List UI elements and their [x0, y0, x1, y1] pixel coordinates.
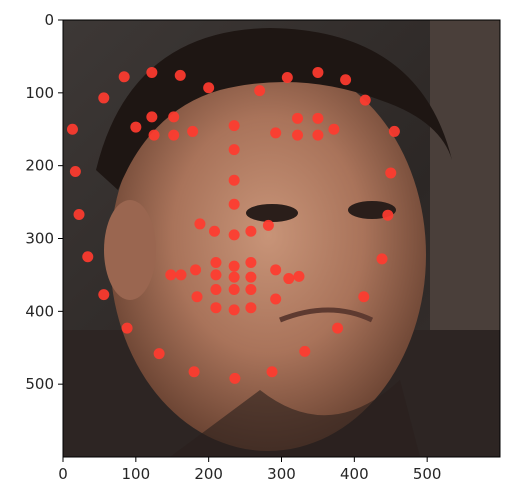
face-photo [63, 20, 500, 457]
scatter-point [190, 264, 202, 276]
scatter-point [69, 165, 81, 177]
x-tick-label: 100 [122, 465, 151, 483]
scatter-point [153, 348, 165, 360]
scatter-point [292, 112, 304, 124]
y-tick-label: 0 [44, 11, 54, 29]
scatter-point [228, 198, 240, 210]
scatter-point [245, 271, 257, 283]
scatter-point [168, 111, 180, 123]
scatter-point [245, 302, 257, 314]
scatter-point [270, 293, 282, 305]
scatter-point [191, 291, 203, 303]
scatter-point [382, 209, 394, 221]
scatter-point [228, 271, 240, 283]
scatter-point [66, 123, 78, 135]
x-tick-label: 200 [194, 465, 223, 483]
scatter-point [73, 208, 85, 220]
scatter-point [146, 66, 158, 78]
scatter-point [293, 270, 305, 282]
scatter-point [146, 111, 158, 123]
scatter-point [340, 74, 352, 86]
scatter-point [188, 366, 200, 378]
scatter-point [228, 120, 240, 132]
y-tick-label: 100 [25, 84, 54, 102]
scatter-point [299, 345, 311, 357]
scatter-point [229, 372, 241, 384]
scatter-point [210, 283, 222, 295]
scatter-point [332, 322, 344, 334]
scatter-point [245, 225, 257, 237]
y-tick-label: 200 [25, 157, 54, 175]
x-tick-label: 400 [340, 465, 369, 483]
scatter-point [312, 112, 324, 124]
scatter-point [98, 92, 110, 104]
scatter-point [312, 66, 324, 78]
scatter-point [359, 94, 371, 106]
scatter-point [98, 289, 110, 301]
scatter-point [312, 129, 324, 141]
scatter-point [130, 121, 142, 133]
scatter-point [210, 269, 222, 281]
scatter-point [254, 85, 266, 97]
scatter-point [270, 127, 282, 139]
scatter-point [228, 283, 240, 295]
scatter-point [270, 264, 282, 276]
x-tick-label: 500 [413, 465, 442, 483]
scatter-point [228, 229, 240, 241]
x-tick-label: 0 [58, 465, 68, 483]
scatter-point [203, 82, 215, 94]
scatter-point [385, 167, 397, 179]
scatter-point [228, 260, 240, 272]
y-tick-label: 300 [25, 230, 54, 248]
scatter-point [210, 302, 222, 314]
scatter-point [245, 257, 257, 269]
scatter-point [228, 144, 240, 156]
scatter-point [266, 366, 278, 378]
scatter-point [208, 225, 220, 237]
scatter-point [148, 129, 160, 141]
y-axis: 0 100 200 300 400 500 [25, 11, 63, 393]
scatter-point [245, 283, 257, 295]
x-tick-label: 300 [267, 465, 296, 483]
scatter-point [358, 291, 370, 303]
x-axis: 0 100 200 300 400 500 [58, 457, 441, 483]
scatter-point [175, 269, 187, 281]
scatter-point [328, 123, 340, 135]
scatter-point [168, 129, 180, 141]
scatter-point [121, 322, 133, 334]
scatter-point [194, 218, 206, 230]
data-points [66, 66, 400, 384]
y-tick-label: 500 [25, 375, 54, 393]
scatter-point [187, 125, 199, 137]
scatter-point [210, 257, 222, 269]
scatter-point [174, 69, 186, 81]
y-tick-label: 400 [25, 302, 54, 320]
scatter-point [228, 304, 240, 316]
scatter-point [281, 72, 293, 84]
scatter-point [283, 273, 295, 285]
scatter-point [118, 71, 130, 83]
scatter-point [262, 219, 274, 231]
scatter-point [228, 174, 240, 186]
scatter-point [165, 269, 177, 281]
scatter-point [82, 251, 94, 263]
scatter-point [376, 253, 388, 265]
scatter-point [388, 125, 400, 137]
scatter-point [292, 129, 304, 141]
